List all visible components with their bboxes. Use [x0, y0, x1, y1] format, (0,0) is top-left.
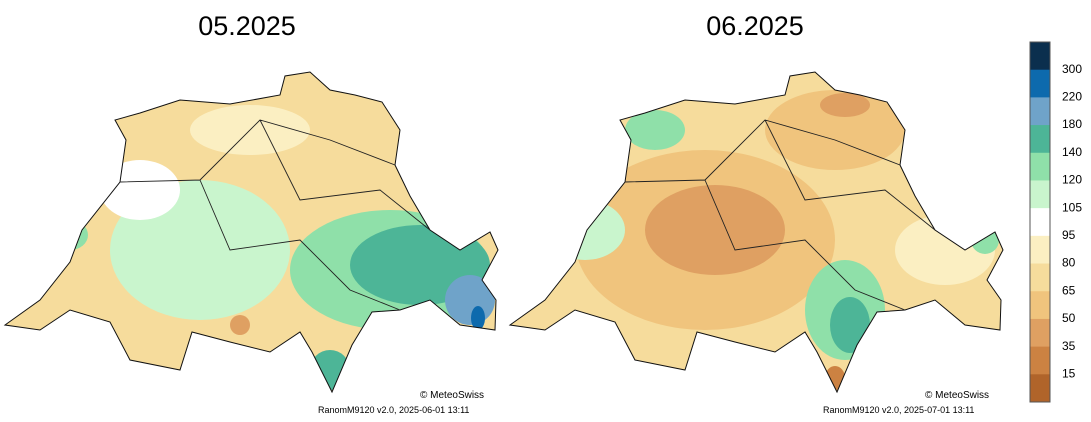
map-source: RanomM9120 v2.0, 2025-06-01 13:11: [318, 405, 469, 415]
map-panel: 06.2025 © MeteoSwiss RanomM9120 v2.0, 20…: [509, 11, 1004, 415]
map-title: 06.2025: [706, 11, 804, 41]
colorbar-label: 120: [1062, 173, 1082, 187]
map-credit: © MeteoSwiss: [420, 390, 484, 401]
colorbar-swatch: [1030, 69, 1050, 98]
colorbar-swatch: [1030, 208, 1050, 237]
colorbar-frame: [1029, 41, 1051, 403]
colorbar-swatch: [1030, 97, 1050, 126]
colorbar-swatch: [1030, 374, 1050, 403]
colorbar-swatch: [1030, 318, 1050, 348]
colorbar-swatch: [1030, 235, 1050, 265]
colorbar-label: 50: [1062, 311, 1076, 325]
colorbar: 300 220 180 140 120 105 95 80 65 50 35 15: [1029, 41, 1082, 403]
map-field: [5, 72, 498, 392]
colorbar-swatch: [1030, 180, 1050, 209]
colorbar-label: 95: [1062, 228, 1076, 242]
map-title: 05.2025: [198, 11, 296, 41]
colorbar-swatch: [1030, 42, 1050, 71]
colorbar-swatch: [1030, 152, 1050, 181]
colorbar-label: 220: [1062, 90, 1082, 104]
colorbar-swatch: [1030, 125, 1050, 154]
colorbar-label: 35: [1062, 339, 1076, 353]
map-panel: 05.2025 © MeteoSwiss RanomM9120 v2.0, 20…: [4, 11, 499, 415]
colorbar-label: 65: [1062, 283, 1076, 297]
map-credit: © MeteoSwiss: [925, 390, 989, 401]
colorbar-label: 15: [1062, 366, 1076, 380]
map-field: [510, 72, 1003, 392]
canton-borders: [119, 119, 431, 311]
colorbar-label: 180: [1062, 117, 1082, 131]
canton-borders: [624, 119, 936, 311]
colorbar-label: 105: [1062, 200, 1082, 214]
colorbar-label: 140: [1062, 145, 1082, 159]
map-source: RanomM9120 v2.0, 2025-07-01 13:11: [823, 405, 974, 415]
colorbar-label: 80: [1062, 256, 1076, 270]
colorbar-swatch: [1030, 291, 1050, 320]
colorbar-swatch: [1030, 263, 1050, 292]
colorbar-swatch: [1030, 346, 1050, 375]
colorbar-label: 300: [1062, 62, 1082, 76]
